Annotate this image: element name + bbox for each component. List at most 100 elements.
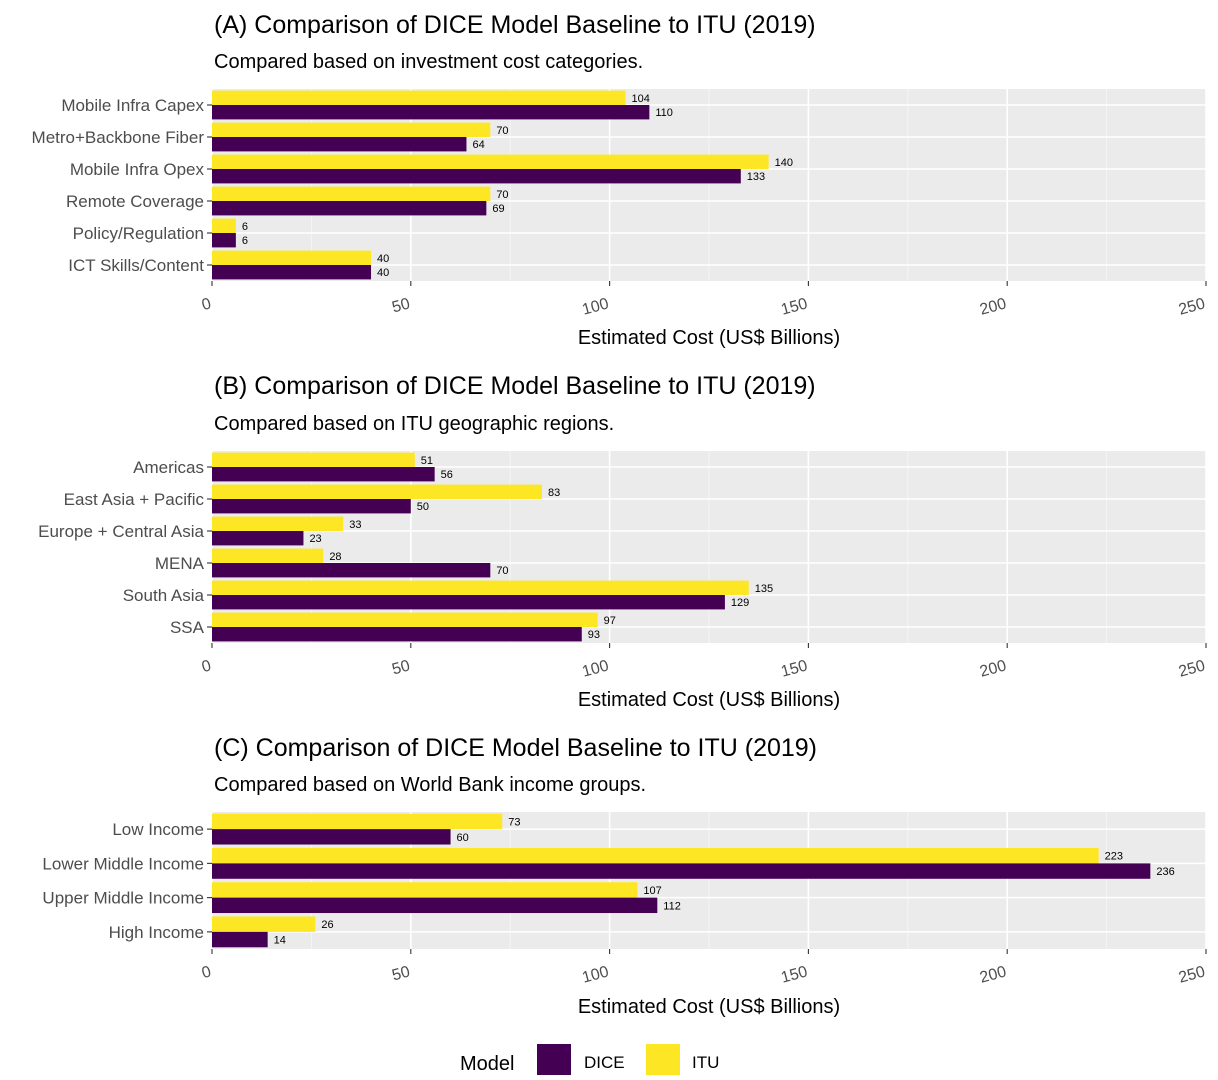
category-label: South Asia	[123, 586, 205, 605]
bar-dice	[212, 265, 372, 280]
data-label: 50	[417, 501, 429, 513]
bar-dice	[212, 897, 658, 914]
bar-dice	[212, 627, 582, 642]
bar-dice	[212, 467, 435, 482]
chart-title: (B) Comparison of DICE Model Baseline to…	[214, 372, 816, 400]
data-label: 133	[747, 171, 765, 183]
x-tick-label: 50	[390, 657, 412, 678]
data-label: 104	[632, 93, 650, 105]
x-tick-label: 100	[580, 295, 610, 318]
chart-panel-2: (C) Comparison of DICE Model Baseline to…	[42, 734, 1207, 1018]
x-tick-label: 100	[580, 657, 610, 680]
bar-itu	[212, 916, 316, 932]
category-label: Lower Middle Income	[42, 854, 204, 873]
data-label: 107	[643, 885, 661, 897]
data-label: 110	[655, 107, 673, 119]
x-axis-title: Estimated Cost (US$ Billions)	[578, 327, 840, 349]
data-label: 51	[421, 455, 433, 467]
x-tick-label: 50	[390, 963, 412, 984]
x-tick-label: 50	[390, 295, 412, 316]
data-label: 40	[377, 267, 389, 279]
category-label: Upper Middle Income	[42, 889, 204, 908]
bar-dice	[212, 563, 491, 578]
bar-dice	[212, 137, 467, 152]
bar-itu	[212, 90, 626, 105]
x-tick-label: 200	[978, 963, 1008, 986]
x-tick-label: 200	[978, 295, 1008, 318]
data-label: 40	[377, 253, 389, 265]
bar-dice	[212, 105, 650, 120]
bar-dice	[212, 499, 411, 514]
category-label: Metro+Backbone Fiber	[32, 128, 205, 147]
data-label: 70	[496, 189, 508, 201]
legend-label: ITU	[692, 1053, 719, 1072]
x-axis-title: Estimated Cost (US$ Billions)	[578, 996, 840, 1018]
bar-itu	[212, 186, 491, 201]
category-label: Americas	[133, 458, 204, 477]
category-label: Remote Coverage	[66, 192, 204, 211]
data-label: 28	[329, 551, 341, 563]
chart-subtitle: Compared based on ITU geographic regions…	[214, 413, 614, 435]
x-tick-label: 150	[779, 963, 809, 986]
bar-dice	[212, 531, 304, 546]
bar-itu	[212, 122, 491, 137]
x-tick-label: 100	[580, 963, 610, 986]
bar-itu	[212, 882, 638, 898]
data-label: 236	[1156, 866, 1174, 878]
bar-dice	[212, 233, 236, 248]
x-tick-label: 250	[1177, 295, 1207, 318]
x-tick-label: 0	[200, 657, 213, 676]
bar-dice	[212, 595, 725, 610]
bar-itu	[212, 813, 503, 830]
category-label: MENA	[155, 554, 205, 573]
data-label: 60	[457, 832, 469, 844]
chart-panel-1: (B) Comparison of DICE Model Baseline to…	[38, 372, 1207, 711]
category-label: High Income	[109, 923, 204, 942]
category-label: Mobile Infra Opex	[70, 160, 205, 179]
bar-itu	[212, 154, 769, 169]
legend-key-itu	[646, 1044, 680, 1075]
bar-itu	[212, 218, 236, 233]
category-label: Mobile Infra Capex	[61, 96, 204, 115]
x-axis-title: Estimated Cost (US$ Billions)	[578, 689, 840, 711]
x-tick-label: 0	[200, 295, 213, 314]
data-label: 6	[242, 235, 248, 247]
data-label: 14	[274, 935, 286, 947]
category-label: Low Income	[112, 820, 204, 839]
legend-key-dice	[537, 1044, 571, 1075]
data-label: 23	[309, 533, 321, 545]
x-tick-label: 200	[978, 657, 1008, 680]
bar-dice	[212, 863, 1151, 879]
chart-panel-0: (A) Comparison of DICE Model Baseline to…	[32, 11, 1208, 349]
bar-dice	[212, 829, 451, 845]
bar-itu	[212, 548, 324, 563]
chart-subtitle: Compared based on World Bank income grou…	[214, 774, 646, 796]
bar-itu	[212, 484, 543, 499]
bar-itu	[212, 612, 598, 627]
data-label: 135	[755, 583, 773, 595]
chart-title: (C) Comparison of DICE Model Baseline to…	[214, 734, 817, 762]
data-label: 73	[508, 816, 520, 828]
x-tick-label: 250	[1177, 963, 1207, 986]
data-label: 93	[588, 629, 600, 641]
chart-title: (A) Comparison of DICE Model Baseline to…	[214, 11, 816, 39]
data-label: 6	[242, 221, 248, 233]
data-label: 129	[731, 597, 749, 609]
legend: Model DICE ITU	[460, 1044, 719, 1075]
bar-itu	[212, 250, 372, 265]
category-label: East Asia + Pacific	[64, 490, 205, 509]
bar-itu	[212, 516, 344, 531]
data-label: 223	[1105, 851, 1123, 863]
bar-dice	[212, 931, 268, 948]
data-label: 97	[604, 615, 616, 627]
data-label: 112	[663, 900, 681, 912]
data-label: 56	[441, 469, 453, 481]
x-tick-label: 0	[200, 963, 213, 982]
category-label: SSA	[170, 618, 205, 637]
bar-dice	[212, 169, 741, 184]
legend-label: DICE	[584, 1053, 625, 1072]
bar-itu	[212, 580, 749, 595]
bar-itu	[212, 847, 1099, 864]
